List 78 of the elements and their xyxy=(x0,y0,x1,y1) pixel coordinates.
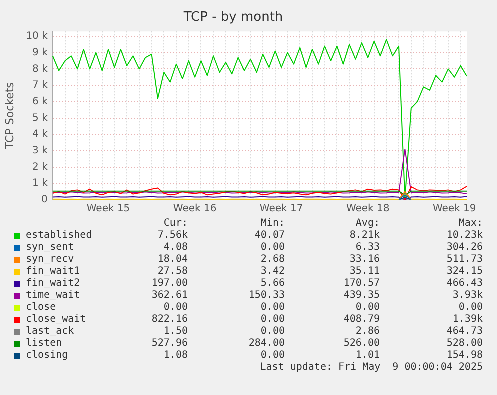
text: 1.50 xyxy=(164,326,188,337)
legend-label: close_wait xyxy=(26,314,86,325)
text: 0.00 xyxy=(356,302,380,313)
text: Min: xyxy=(260,218,285,229)
text: 304.26 xyxy=(446,242,483,253)
text: 362.61 xyxy=(152,290,188,301)
text: 1.39k xyxy=(452,314,483,325)
text: 5.66 xyxy=(260,278,285,289)
text: 35.11 xyxy=(350,266,380,277)
text: 0.00 xyxy=(260,242,285,253)
text: 0.00 xyxy=(260,326,285,337)
text: 4.08 xyxy=(164,242,188,253)
y-tick-label: 7 k xyxy=(32,80,48,92)
text: 0.00 xyxy=(260,314,285,325)
text: Last update: Fri May 9 00:00:04 2025 xyxy=(260,362,483,373)
y-tick-label: 10 k xyxy=(26,31,48,42)
x-tick-label: Week 15 xyxy=(86,204,130,215)
text: 511.73 xyxy=(446,254,483,265)
y-tick-label: 3 k xyxy=(32,146,48,157)
text: 0.00 xyxy=(458,302,483,313)
legend-label: fin_wait2 xyxy=(26,278,80,289)
text: 3.42 xyxy=(260,266,285,277)
text: 27.58 xyxy=(158,266,188,277)
text: Avg: xyxy=(356,218,380,229)
text: 408.79 xyxy=(344,314,380,325)
legend-label: listen xyxy=(26,338,62,349)
text: 528.00 xyxy=(446,338,483,349)
text: 0.00 xyxy=(260,302,285,313)
legend-label: last_ack xyxy=(26,326,74,337)
legend-label: syn_sent xyxy=(26,242,74,253)
y-tick-label: 9 k xyxy=(32,47,48,58)
text: 10.23k xyxy=(446,230,483,241)
text: 154.98 xyxy=(446,350,483,361)
x-tick-label: Week 18 xyxy=(346,204,390,215)
text: Max: xyxy=(458,218,483,229)
text: Cur: xyxy=(164,218,188,229)
y-tick-label: 6 k xyxy=(32,96,48,108)
y-tick-label: 5 k xyxy=(32,112,48,124)
text: 2.68 xyxy=(260,254,285,265)
text: 284.00 xyxy=(248,338,285,349)
text: 2.86 xyxy=(356,326,380,337)
x-tick-label: Week 17 xyxy=(260,204,304,215)
text: 6.33 xyxy=(356,242,380,253)
y-tick-label: 8 k xyxy=(32,64,48,75)
text: 1.08 xyxy=(164,350,188,361)
text: 170.57 xyxy=(344,278,380,289)
y-axis-title: TCP Sockets xyxy=(3,82,16,150)
legend-label: established xyxy=(26,230,92,241)
text: 150.33 xyxy=(248,290,285,301)
text: 7.56k xyxy=(158,230,188,241)
y-tick-label: 0 xyxy=(42,194,48,206)
text: 526.00 xyxy=(344,338,380,349)
y-tick-label: 2 k xyxy=(32,162,48,173)
legend-label: time_wait xyxy=(26,290,80,301)
text: 439.35 xyxy=(344,290,380,301)
text: 527.96 xyxy=(152,338,188,349)
text: 197.00 xyxy=(152,278,188,289)
text: 0.00 xyxy=(164,302,188,313)
y-tick-label: 4 k xyxy=(32,129,48,140)
x-tick-label: Week 19 xyxy=(432,204,476,215)
x-tick-label: Week 16 xyxy=(173,204,217,215)
text: 3.93k xyxy=(452,290,483,301)
text: 0.00 xyxy=(260,350,285,361)
legend-label: closing xyxy=(26,350,68,361)
y-tick-label: 1 k xyxy=(32,178,48,190)
text: 466.43 xyxy=(446,278,483,289)
text: 18.04 xyxy=(158,254,188,265)
text: 1.01 xyxy=(356,350,380,361)
text: 33.16 xyxy=(350,254,380,265)
text: 464.73 xyxy=(446,326,483,337)
text: 40.07 xyxy=(254,230,285,241)
text: 8.21k xyxy=(350,230,380,241)
text: 324.15 xyxy=(446,266,483,277)
text: 822.16 xyxy=(152,314,188,325)
legend-label: syn_recv xyxy=(26,254,74,265)
legend-label: close xyxy=(26,302,56,313)
legend-label: fin_wait1 xyxy=(26,266,80,277)
chart-title: TCP - by month xyxy=(182,10,284,26)
